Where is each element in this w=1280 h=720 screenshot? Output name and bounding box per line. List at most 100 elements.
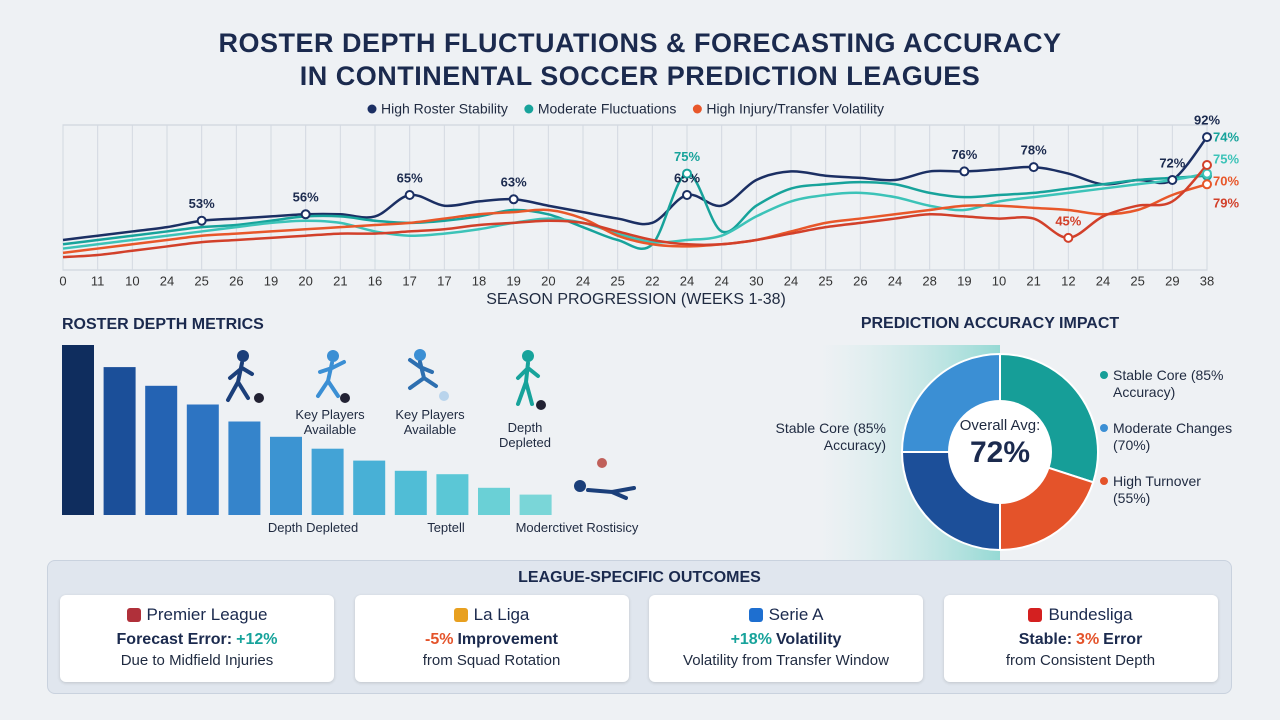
detail: from Consistent Depth	[1005, 652, 1156, 669]
annotation: Depth Depleted	[498, 420, 552, 450]
x-tick-label: 0	[59, 273, 66, 288]
legend-swatch	[1100, 477, 1108, 485]
data-point	[1167, 175, 1178, 185]
x-tick-label: 30	[749, 273, 763, 288]
annotation: Depth Depleted	[267, 520, 359, 535]
league-name: La Liga	[473, 605, 530, 624]
headline-part: -5%	[425, 631, 454, 648]
data-point	[1028, 162, 1039, 173]
player-icons	[226, 349, 636, 500]
legend-label: High Turnover (55%)	[1113, 473, 1201, 506]
data-point	[1202, 168, 1212, 179]
x-tick-label: 18	[472, 273, 486, 288]
headline-part: Forecast Error:	[116, 631, 233, 648]
series-line	[62, 164, 1208, 259]
x-tick-label: 25	[610, 273, 624, 288]
headline-part: 3%	[1076, 631, 1100, 648]
x-tick-label: 17	[402, 273, 416, 288]
x-tick-label: 19	[957, 273, 971, 288]
x-tick-label: 22	[645, 273, 659, 288]
data-label: 45%	[1055, 213, 1081, 228]
legend-label: High Injury/Transfer Volatility	[706, 101, 884, 117]
x-tick-label: 24	[714, 273, 728, 288]
series-line	[62, 136, 1208, 242]
legend-label: Stable Core (85% Accuracy)	[1113, 367, 1224, 400]
league-icon	[748, 608, 763, 622]
x-tick-label: 38	[1200, 273, 1214, 288]
pie-hole	[948, 400, 1052, 504]
bar-title: ROSTER DEPTH METRICS	[62, 316, 264, 333]
slice-label: Stable Core (85% Accuracy)	[775, 420, 886, 453]
pie-center-value: 72%	[970, 436, 1030, 469]
league-name-row: Serie A	[649, 605, 923, 625]
player	[516, 350, 546, 410]
league-icon	[453, 608, 468, 622]
data-label: 75%	[1213, 151, 1239, 166]
data-point	[404, 190, 415, 200]
annotation: Teptell	[427, 520, 465, 535]
data-point	[1202, 179, 1212, 190]
data-point	[300, 209, 311, 220]
data-label: 75%	[674, 149, 700, 164]
x-tick-label: 20	[298, 273, 312, 288]
data-point	[682, 190, 692, 200]
league-outcomes: LEAGUE-SPECIFIC OUTCOMES Premier League F…	[47, 560, 1232, 694]
data-point	[1202, 132, 1212, 143]
bar	[394, 470, 427, 515]
annotation: Moderctivet Rostisicy	[515, 520, 639, 535]
annotation: Key Players Available	[395, 407, 465, 437]
x-tick-label: 26	[229, 273, 243, 288]
league-card: Premier League Forecast Error: +12% Due to …	[60, 595, 334, 682]
headline: -5% Improvement	[355, 631, 629, 649]
headline-part: Error	[1103, 631, 1143, 648]
league-card: La Liga -5% Improvement from Squad Rotation	[354, 595, 629, 682]
x-tick-label: 25	[1130, 273, 1144, 288]
league-name-row: Premier League	[60, 605, 334, 625]
x-tick-label: 11	[91, 273, 105, 288]
legend-label: Moderate Fluctuations	[538, 101, 677, 117]
bar	[519, 494, 552, 515]
legend-swatch	[1100, 424, 1108, 432]
bar	[145, 385, 178, 515]
data-label: 92%	[1194, 113, 1220, 128]
data-label: 53%	[189, 196, 215, 211]
x-tick-label: 17	[437, 273, 451, 288]
league-card: Bundesliga Stable: 3% Error from Consistent …	[943, 595, 1218, 682]
headline-part: Stable:	[1018, 631, 1073, 648]
series-line	[62, 183, 1208, 255]
data-point	[508, 194, 519, 205]
x-tick-label: 24	[680, 273, 694, 288]
data-point	[1202, 160, 1212, 170]
league-name: Serie A	[768, 605, 824, 624]
x-tick-label: 10	[992, 273, 1006, 288]
bar	[478, 487, 510, 515]
headline: Stable: 3% Error	[944, 631, 1218, 649]
x-tick-label: 24	[888, 273, 902, 288]
title-line: ROSTER DEPTH FLUCTUATIONS & FORECASTING …	[218, 28, 1062, 58]
detail: Due to Midfield Injuries	[120, 652, 274, 669]
x-axis-label: SEASON PROGRESSION (WEEKS 1-38)	[486, 291, 786, 308]
x-tick-label: 28	[922, 273, 936, 288]
league-name-row: Bundesliga	[944, 605, 1218, 625]
annotation: Key Players Available	[295, 407, 365, 437]
detail: Volatility from Transfer Window	[683, 652, 889, 669]
section-title: LEAGUE-SPECIFIC OUTCOMES	[518, 569, 761, 586]
league-icon	[126, 608, 141, 622]
data-label: 56%	[293, 190, 319, 205]
x-tick-label: 24	[576, 273, 590, 288]
x-tick-label: 16	[368, 273, 382, 288]
data-label: 65%	[397, 170, 423, 185]
legend-swatch	[692, 104, 702, 114]
data-point	[682, 168, 692, 179]
x-tick-label: 21	[1026, 273, 1040, 288]
data-point	[196, 215, 207, 226]
bar	[103, 367, 136, 515]
pie-title: PREDICTION ACCURACY IMPACT	[861, 315, 1120, 332]
headline-part: Volatility	[775, 631, 842, 648]
legend-swatch	[524, 104, 534, 114]
bar	[436, 474, 469, 515]
x-tick-label: 24	[160, 273, 174, 288]
x-tick-label: 26	[853, 273, 867, 288]
data-label: 63%	[501, 175, 527, 190]
